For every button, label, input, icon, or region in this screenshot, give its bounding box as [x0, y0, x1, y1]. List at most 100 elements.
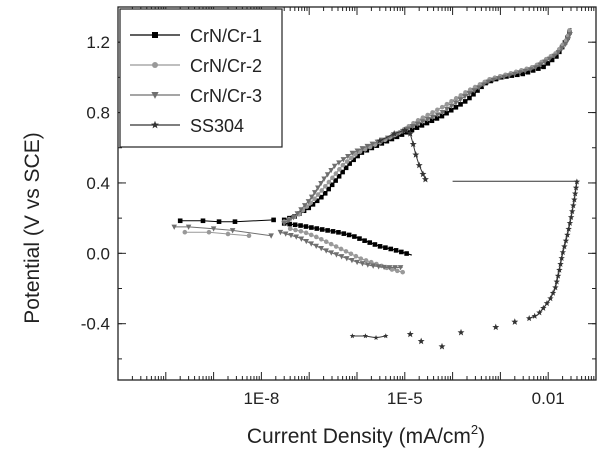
data-point [319, 188, 325, 193]
x-axis-label: Current Density (mA/cm2) [247, 422, 485, 448]
data-point [424, 120, 430, 126]
data-point [331, 163, 338, 170]
data-point [340, 162, 346, 168]
data-point [571, 190, 579, 197]
data-point [476, 85, 482, 91]
legend-marker [152, 62, 158, 68]
data-point [373, 334, 379, 341]
data-point [326, 179, 332, 185]
data-point [349, 257, 355, 264]
data-point [319, 236, 324, 242]
legend-marker [151, 92, 159, 99]
data-point [351, 157, 356, 163]
data-point [333, 244, 339, 249]
data-point [341, 231, 347, 236]
data-point [475, 88, 480, 93]
data-point [419, 119, 426, 125]
data-point [298, 229, 304, 234]
data-point [349, 150, 356, 157]
data-point [314, 234, 319, 240]
data-point [340, 157, 347, 163]
data-point [362, 238, 367, 243]
data-point [171, 224, 177, 230]
data-point [448, 107, 454, 113]
data-point [572, 184, 580, 191]
data-point [372, 242, 378, 247]
data-point [312, 190, 318, 196]
data-point [315, 192, 321, 197]
data-point [546, 56, 553, 62]
data-point [490, 77, 497, 83]
data-point [509, 73, 515, 78]
data-point [354, 148, 361, 154]
data-point [336, 160, 342, 166]
data-point [340, 169, 345, 175]
data-point [345, 153, 351, 160]
x-tick-label: 1E-5 [387, 389, 423, 408]
data-point [344, 256, 350, 262]
data-point [404, 129, 410, 135]
data-point [359, 146, 366, 152]
data-point [421, 175, 429, 183]
x-axis-label-close: ) [478, 425, 485, 448]
data-point [467, 87, 473, 93]
data-point [434, 112, 441, 118]
data-point [282, 231, 289, 237]
data-point [359, 261, 366, 267]
x-tick-label: 0.01 [532, 389, 565, 408]
data-point [229, 228, 236, 234]
data-point [328, 241, 334, 247]
data-point [536, 309, 543, 316]
data-point [324, 172, 331, 178]
data-point [328, 168, 334, 174]
data-point [377, 244, 383, 249]
low-current-line [180, 219, 274, 223]
data-point [325, 228, 330, 233]
data-point [376, 137, 384, 144]
data-point [308, 194, 315, 200]
y-tick-label: 0.8 [86, 104, 110, 123]
data-point [439, 113, 445, 119]
data-point [557, 260, 564, 267]
data-point [515, 72, 520, 78]
data-point [558, 254, 565, 261]
data-point [479, 84, 484, 90]
legend-marker [151, 120, 159, 129]
data-point [314, 226, 320, 231]
data-point [462, 99, 468, 104]
data-point [522, 68, 528, 75]
data-point [321, 176, 327, 182]
data-point [530, 68, 536, 73]
data-point [369, 141, 376, 147]
data-point [511, 71, 518, 77]
data-point [333, 171, 339, 176]
low-current-line [184, 231, 250, 237]
data-point [439, 109, 446, 116]
data-point [333, 252, 340, 258]
data-point [462, 94, 468, 100]
data-point [532, 65, 539, 71]
data-point [390, 130, 398, 137]
data-point [409, 140, 417, 148]
x-tick-label: 1E-8 [243, 389, 279, 408]
data-point [517, 70, 523, 76]
data-point [453, 100, 459, 106]
data-point [457, 328, 465, 336]
data-point [343, 165, 349, 171]
data-point [315, 185, 321, 191]
series-ss304 [349, 126, 581, 350]
legend-box [119, 8, 283, 148]
legend: CrN/Cr-1 CrN/Cr-2 CrN/Cr-3 SS304 [119, 8, 283, 148]
data-point [567, 31, 573, 38]
data-point [397, 265, 404, 271]
data-point [393, 248, 399, 253]
data-point [547, 295, 554, 302]
data-point [308, 241, 314, 247]
data-point [375, 264, 382, 270]
data-point [564, 231, 571, 238]
legend-label: CrN/Cr-2 [190, 56, 262, 76]
data-point [322, 191, 328, 196]
data-point [471, 91, 476, 97]
data-point [419, 123, 425, 128]
data-point [444, 106, 450, 113]
